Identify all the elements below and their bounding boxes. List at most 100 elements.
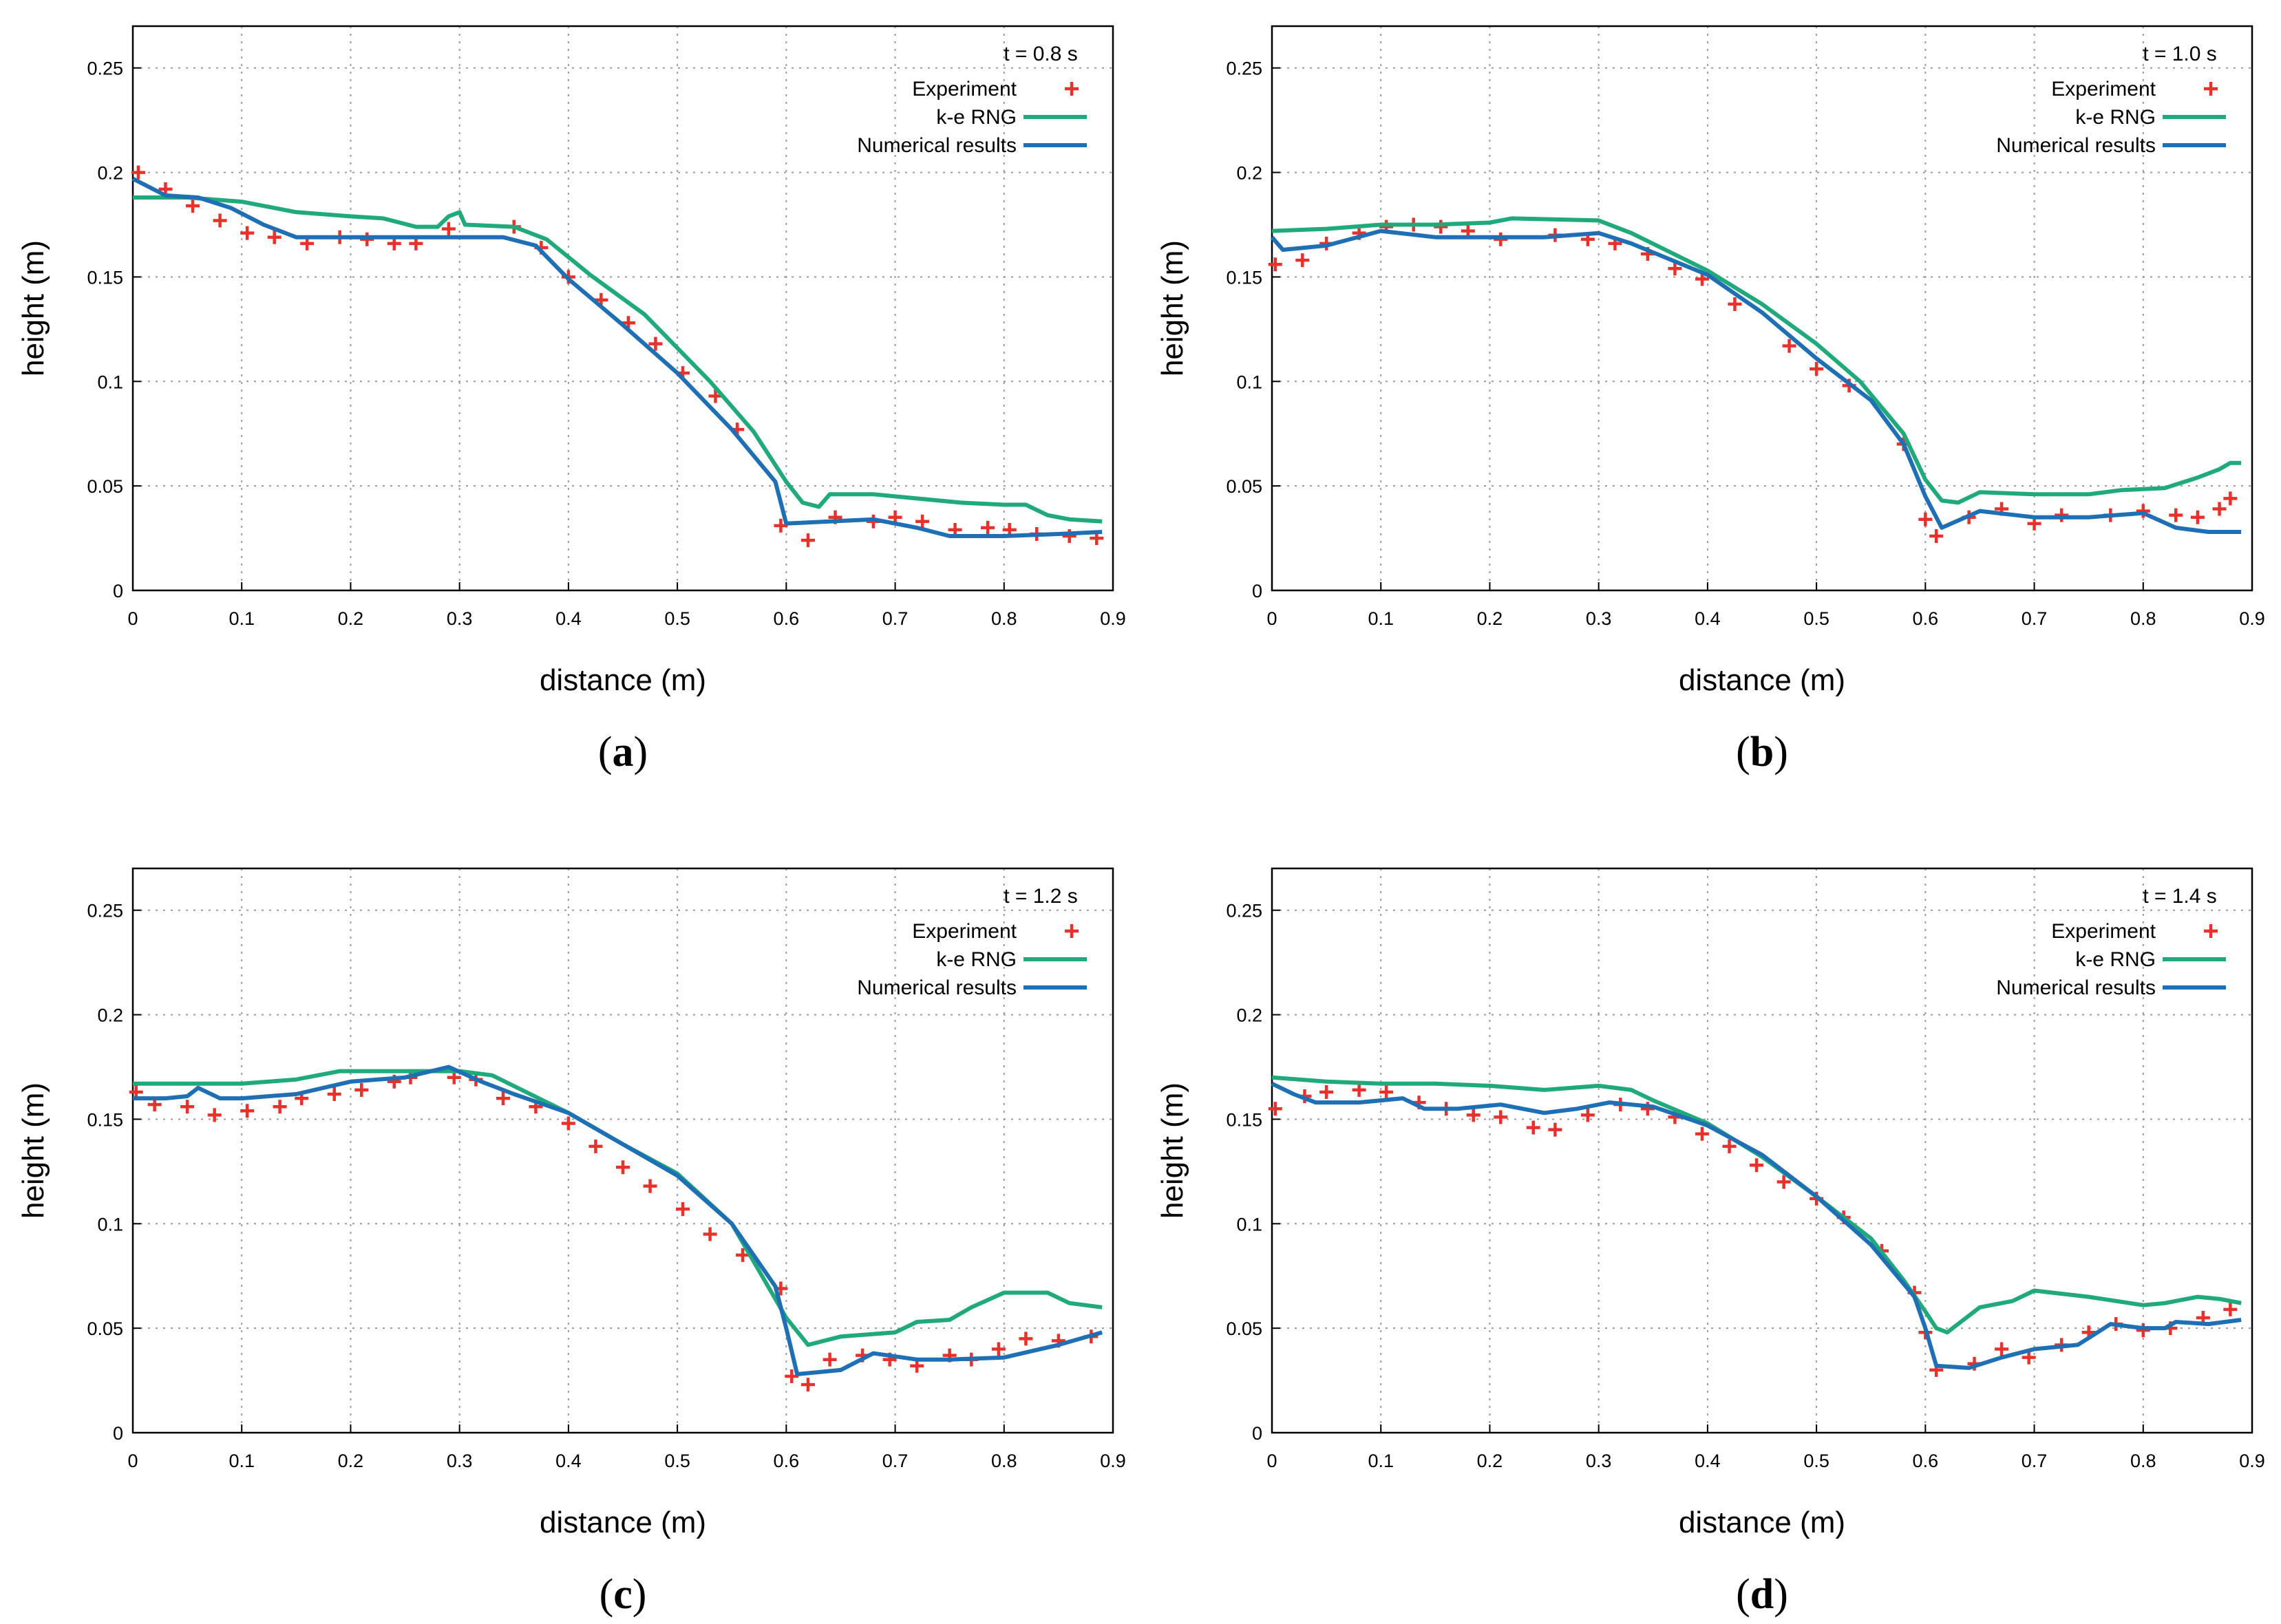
x-tick-label: 0.5 — [664, 608, 690, 629]
experiment-point — [616, 1160, 630, 1175]
experiment-point — [2055, 508, 2069, 522]
y-tick-label: 0.15 — [87, 1109, 123, 1130]
ke-rng-line — [133, 195, 1103, 524]
y-tick-label: 0.15 — [1226, 267, 1262, 288]
plot-frame — [1271, 867, 2253, 1434]
experiment-point — [1319, 1085, 1334, 1099]
numerical-results-line — [131, 177, 1103, 538]
x-tick-label: 0.1 — [1368, 1451, 1394, 1471]
experiment-point — [1352, 1082, 1366, 1097]
ke-rng-line — [1271, 1075, 2242, 1335]
x-tick-label: 0.3 — [447, 1451, 473, 1471]
legend-label: k-e RNG — [936, 106, 1017, 129]
experiment-point — [327, 1087, 341, 1101]
y-tick-label: 0.15 — [87, 267, 123, 288]
x-tick-label: 0.8 — [2130, 1451, 2156, 1471]
x-tick-label: 0.2 — [338, 1451, 364, 1471]
y-tick-label: 0 — [113, 1423, 123, 1444]
x-tick-label: 0.3 — [1586, 608, 1612, 629]
y-tick-label: 0.25 — [87, 901, 123, 921]
experiment-point — [240, 1104, 255, 1118]
x-tick-label: 0 — [1266, 1451, 1277, 1471]
experiment-point — [2169, 508, 2183, 522]
experiment-point — [703, 1227, 717, 1241]
experiment-point — [2136, 504, 2150, 518]
experiment-point — [1695, 1126, 1709, 1141]
experiment-point — [273, 1100, 287, 1114]
x-tick-label: 0.7 — [2022, 608, 2048, 629]
x-tick-label: 0.8 — [991, 608, 1017, 629]
plot-frame — [131, 25, 1114, 592]
time-label: t = 0.8 s — [1004, 43, 1078, 65]
x-tick-label: 0.7 — [882, 608, 909, 629]
x-tick-label: 0.4 — [1695, 608, 1721, 629]
x-tick-label: 0.7 — [882, 1451, 909, 1471]
experiment-point — [648, 336, 663, 351]
experiment-point — [1548, 1122, 1562, 1137]
time-label: t = 1.4 s — [2143, 885, 2217, 908]
y-tick-label: 0.05 — [87, 476, 123, 497]
x-tick-label: 0.9 — [1100, 608, 1126, 629]
y-axis-label: height (m) — [17, 1082, 50, 1219]
y-tick-label: 0.2 — [97, 163, 123, 184]
y-tick-label: 0.1 — [97, 1214, 123, 1235]
panel-caption: (a) — [598, 729, 648, 776]
experiment-point — [676, 1202, 690, 1217]
x-tick-label: 0.4 — [1695, 1451, 1721, 1471]
x-tick-label: 0.6 — [1913, 608, 1939, 629]
experiment-point — [2212, 502, 2227, 516]
experiment-point — [1668, 261, 1682, 276]
experiment-point — [186, 199, 200, 213]
experiment-point — [1776, 1175, 1791, 1189]
y-tick-label: 0.1 — [97, 372, 123, 392]
experiment-point — [588, 1139, 603, 1153]
legend-label: Numerical results — [1996, 976, 2156, 999]
y-tick-label: 0.05 — [1226, 1318, 1262, 1339]
y-axis-label: height (m) — [1156, 240, 1189, 376]
legend-label: k-e RNG — [936, 948, 1017, 971]
experiment-point — [2022, 1350, 2036, 1365]
x-tick-label: 0.5 — [1803, 1451, 1829, 1471]
x-tick-label: 0 — [127, 1451, 138, 1471]
x-tick-label: 0.7 — [2022, 1451, 2048, 1471]
experiment-point — [991, 1342, 1006, 1356]
y-tick-label: 0.15 — [1226, 1109, 1262, 1130]
numerical-results-line — [1270, 228, 2242, 534]
x-axis-label: distance (m) — [1679, 663, 1845, 697]
x-tick-label: 0.5 — [664, 1451, 690, 1471]
panel-caption: (b) — [1736, 729, 1788, 776]
numerical-results-line — [1271, 1082, 2242, 1370]
plot-frame — [1271, 25, 2253, 592]
experiment-point — [1494, 1110, 1508, 1124]
y-tick-label: 0.05 — [1226, 476, 1262, 497]
x-tick-label: 0.5 — [1803, 608, 1829, 629]
x-tick-label: 0.2 — [1477, 608, 1503, 629]
experiment-point — [496, 1091, 510, 1106]
x-tick-label: 0.4 — [555, 1451, 582, 1471]
chart-panel-d: 0 0.1 0.2 0.3 0.4 0.5 0.6 0.7 0.8 0.9 0 0.05 0.1 0.15… — [1156, 867, 2265, 1618]
experiment-point — [1722, 1139, 1737, 1153]
y-tick-label: 0.1 — [1236, 1214, 1262, 1235]
experiment-point — [1750, 1158, 1764, 1173]
panel-caption: (d) — [1736, 1571, 1788, 1618]
experiment-point — [2190, 510, 2205, 524]
experiment-point — [1268, 257, 1282, 272]
time-label: t = 1.0 s — [2143, 43, 2217, 65]
legend-label: Experiment — [2051, 920, 2156, 943]
experiment-point — [2223, 491, 2238, 506]
x-tick-label: 0.9 — [2239, 1451, 2265, 1471]
experiment-point — [2136, 1323, 2150, 1338]
experiment-point — [643, 1179, 657, 1193]
experiment-point — [1466, 1108, 1481, 1122]
y-tick-label: 0.05 — [87, 1318, 123, 1339]
y-axis-label: height (m) — [17, 240, 50, 376]
x-axis-label: distance (m) — [540, 663, 706, 697]
x-tick-label: 0.8 — [2130, 608, 2156, 629]
x-tick-label: 0.9 — [2239, 608, 2265, 629]
experiment-point — [1434, 220, 1448, 234]
experiment-point — [441, 222, 456, 236]
experiment-point — [981, 520, 995, 535]
experiment-point — [2223, 1302, 2238, 1316]
x-tick-label: 0.3 — [1586, 1451, 1612, 1471]
